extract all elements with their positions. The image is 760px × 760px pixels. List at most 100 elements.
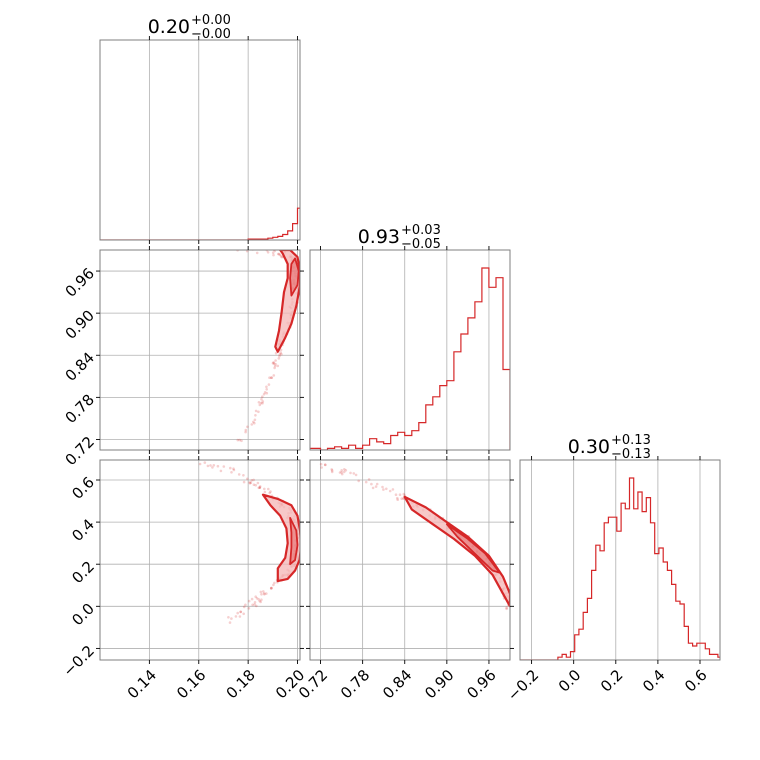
histogram-bin-0-44 [317, 58, 322, 240]
sample-point [396, 496, 399, 500]
histogram-bin-2-23 [617, 531, 621, 660]
sample-point [203, 461, 207, 464]
histogram-step-0 [100, 207, 300, 240]
histogram-bin-1-19 [440, 386, 447, 450]
panel-scatter-1-2 [309, 459, 513, 661]
histogram-bin-1-8 [363, 445, 370, 450]
sample-point [263, 487, 266, 491]
sample-point [510, 609, 513, 612]
sample-point [269, 586, 273, 590]
sample-point [254, 414, 257, 417]
sample-point [357, 479, 361, 483]
sample-point [276, 364, 280, 368]
histogram-bin-1-21 [454, 352, 461, 450]
sample-point [244, 603, 247, 607]
sample-point [269, 490, 272, 493]
histogram-step-2 [520, 477, 720, 660]
sample-point [273, 366, 276, 370]
histogram-bin-2-33 [659, 548, 663, 660]
sample-point [222, 465, 226, 468]
histogram-bin-0-43 [312, 94, 317, 240]
sample-point [323, 463, 327, 467]
sample-point [270, 376, 274, 380]
contour-inner [289, 257, 300, 297]
histogram-bin-2-19 [600, 551, 604, 660]
sample-point [273, 250, 277, 253]
sample-point [269, 376, 273, 380]
sample-point [319, 462, 323, 466]
histogram-bin-1-12 [391, 436, 398, 450]
histogram-bin-1-15 [412, 431, 419, 450]
sample-point [268, 491, 272, 495]
x-tick-label-2-0: −0.2 [504, 666, 542, 704]
histogram-bin-2-36 [672, 584, 676, 660]
histogram-bin-2-44 [705, 649, 709, 660]
sample-point [252, 420, 255, 424]
panel-frame [99, 249, 301, 451]
y-tick-label-2-0: −0.2 [60, 642, 98, 680]
sample-point [259, 600, 263, 604]
histogram-bin-2-46 [714, 654, 718, 660]
sample-point [232, 468, 236, 472]
x-tick-label-0-0: 0.14 [124, 666, 160, 702]
sample-point [244, 428, 248, 432]
sample-point [250, 423, 254, 426]
sample-point [272, 253, 275, 257]
sample-point [256, 247, 259, 250]
sample-point [254, 409, 258, 413]
sample-point [244, 430, 247, 434]
sample-point [258, 486, 262, 489]
sample-point [242, 480, 246, 484]
sample-point [252, 478, 255, 482]
sample-point [279, 348, 283, 352]
sample-point [253, 601, 257, 604]
sample-point [324, 463, 327, 467]
sample-point [261, 401, 264, 405]
sample-point [278, 353, 282, 356]
panel-histogram-1 [309, 249, 511, 451]
histogram-bin-0-36 [278, 236, 283, 240]
histogram-bin-0-46 [327, 185, 332, 240]
sample-point [219, 469, 223, 473]
y-tick-label-1-2: 0.84 [62, 349, 98, 385]
histogram-bin-2-27 [634, 509, 638, 660]
sample-point [370, 482, 373, 486]
sample-point [279, 254, 283, 258]
sample-point [258, 403, 262, 407]
sample-point [277, 357, 281, 360]
histogram-bin-2-35 [667, 570, 671, 660]
sample-point [262, 592, 266, 595]
x-tick-label-1-4: 0.96 [463, 666, 499, 702]
sample-point [265, 592, 268, 595]
sample-point [257, 401, 261, 404]
sample-point [246, 425, 249, 429]
title-minus-1: −0.05 [401, 237, 441, 252]
histogram-bin-1-11 [384, 444, 391, 450]
sample-point [228, 621, 232, 624]
sample-point [245, 250, 249, 253]
histogram-bin-2-41 [693, 646, 697, 660]
sample-point [272, 361, 275, 364]
sample-point [320, 466, 323, 469]
y-tick-label-2-3: 0.4 [68, 515, 98, 545]
title-median-0: 0.20 [148, 16, 190, 38]
panel-histogram-2 [519, 459, 721, 661]
sample-point [280, 352, 283, 356]
sample-point [394, 493, 398, 497]
y-tick-label-2-2: 0.2 [68, 557, 98, 587]
sample-point [254, 483, 257, 487]
title-minus-2: −0.13 [611, 447, 651, 462]
sample-point [255, 597, 259, 600]
sample-point [371, 486, 375, 490]
sample-point [277, 252, 281, 256]
panel-frame [99, 39, 301, 241]
sample-point [263, 490, 267, 494]
sample-point [391, 488, 395, 491]
x-tick-label-0-2: 0.18 [223, 666, 259, 702]
sample-point [262, 392, 266, 396]
sample-point [229, 466, 232, 470]
sample-point [402, 492, 406, 496]
title-plus-1: +0.03 [401, 223, 441, 238]
histogram-bin-1-28 [503, 369, 510, 450]
x-tick-label-1-2: 0.84 [379, 666, 415, 702]
